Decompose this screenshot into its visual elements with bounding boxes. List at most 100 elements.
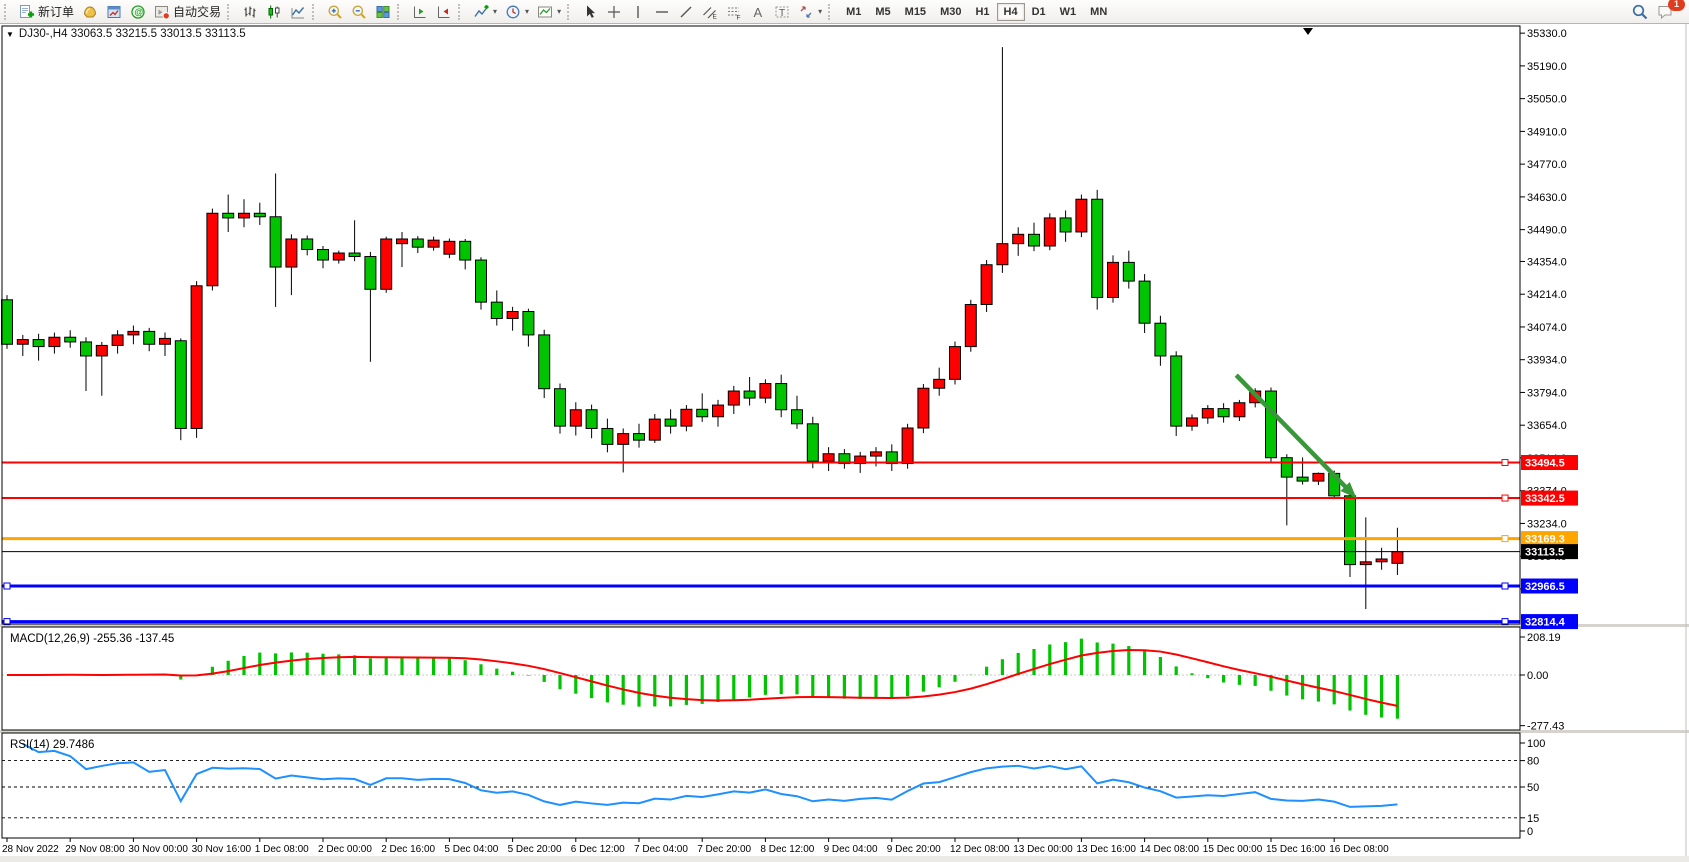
line-handle[interactable] bbox=[1501, 535, 1509, 543]
candle-bear bbox=[301, 238, 314, 251]
candle-bull bbox=[680, 408, 693, 427]
timeframe-h4[interactable]: H4 bbox=[996, 2, 1025, 21]
zoom-out-button[interactable] bbox=[347, 2, 371, 22]
price-tag-label: 32966.5 bbox=[1525, 581, 1565, 593]
timeframe-m5[interactable]: M5 bbox=[868, 3, 897, 21]
templates-icon bbox=[537, 4, 553, 20]
macd-scale-label: 0.00 bbox=[1527, 670, 1548, 682]
trend-arrow-head[interactable] bbox=[1340, 481, 1357, 498]
candle-bear bbox=[1280, 457, 1293, 478]
time-tick-label: 7 Dec 04:00 bbox=[634, 844, 688, 855]
toolbar-grip[interactable] bbox=[458, 3, 465, 20]
toolbar-grip[interactable] bbox=[227, 3, 234, 20]
pane-separator[interactable] bbox=[0, 624, 1689, 627]
candlestick-chart-button[interactable] bbox=[262, 2, 286, 22]
trend-arrow[interactable] bbox=[1234, 373, 1350, 491]
candlestick-chart-icon bbox=[266, 4, 282, 20]
toolbar-grip[interactable] bbox=[312, 3, 319, 20]
time-tick-label: 2 Dec 16:00 bbox=[381, 844, 435, 855]
line-handle[interactable] bbox=[1501, 459, 1509, 466]
periods-button[interactable]: ▾ bbox=[501, 2, 533, 22]
candle-bull bbox=[48, 336, 61, 348]
chart-shift-marker[interactable] bbox=[1303, 28, 1313, 35]
autotrading-button[interactable]: 自动交易 bbox=[150, 2, 225, 22]
horizontal-line-button[interactable] bbox=[650, 2, 674, 22]
chart-window-icon bbox=[106, 4, 122, 20]
time-tick-label: 7 Dec 20:00 bbox=[697, 844, 751, 855]
line-handle[interactable] bbox=[1501, 618, 1509, 626]
toolbar-grip[interactable] bbox=[4, 3, 11, 20]
timeframe-m1[interactable]: M1 bbox=[839, 3, 868, 21]
search-button[interactable] bbox=[1627, 2, 1653, 22]
candle-bull bbox=[1186, 417, 1198, 427]
vertical-line-button[interactable] bbox=[626, 2, 650, 22]
macd-scale-label: -277.43 bbox=[1527, 721, 1564, 733]
timeframe-w1[interactable]: W1 bbox=[1053, 3, 1084, 21]
text-button[interactable]: A bbox=[746, 2, 770, 22]
community-button[interactable]: @ bbox=[126, 2, 150, 22]
toolbar-grip[interactable] bbox=[397, 3, 404, 20]
text-label-button[interactable]: T bbox=[770, 2, 794, 22]
candle-bear bbox=[1059, 217, 1072, 233]
dropdown-caret: ▾ bbox=[525, 7, 530, 16]
trendline-button[interactable] bbox=[674, 2, 698, 22]
pane-separator[interactable] bbox=[0, 730, 1689, 733]
line-chart-button[interactable] bbox=[286, 2, 310, 22]
chart-background bbox=[0, 24, 1689, 862]
new-order-button[interactable]: 新订单 bbox=[15, 2, 78, 22]
candle-bull bbox=[712, 404, 724, 418]
candle-bull bbox=[964, 303, 977, 348]
time-tick-label: 29 Nov 08:00 bbox=[65, 844, 125, 855]
candle-bear bbox=[1154, 322, 1167, 357]
chart-symbol-dropdown-icon[interactable]: ▼ bbox=[6, 29, 14, 39]
candle-bear bbox=[143, 330, 156, 345]
timeframe-m15[interactable]: M15 bbox=[898, 3, 933, 21]
templates-button[interactable]: ▾ bbox=[533, 2, 565, 22]
profiles-button[interactable] bbox=[78, 2, 102, 22]
line-handle[interactable] bbox=[3, 618, 11, 626]
tile-windows-button[interactable] bbox=[371, 2, 395, 22]
candle-bull bbox=[206, 212, 219, 287]
time-tick-label: 30 Nov 16:00 bbox=[192, 844, 252, 855]
arrows-button[interactable]: ▾ bbox=[794, 2, 826, 22]
bar-chart-button[interactable] bbox=[238, 2, 262, 22]
dropdown-caret: ▾ bbox=[493, 7, 498, 16]
timeframe-d1[interactable]: D1 bbox=[1025, 3, 1053, 21]
candle-bear bbox=[1265, 390, 1277, 459]
dropdown-caret: ▾ bbox=[818, 7, 823, 16]
time-tick-label: 6 Dec 12:00 bbox=[571, 844, 625, 855]
line-handle[interactable] bbox=[1501, 494, 1509, 502]
candle-bull bbox=[901, 427, 914, 465]
candle-bear bbox=[791, 409, 803, 425]
candle-bear bbox=[222, 212, 235, 219]
notification-badge[interactable]: 1 bbox=[1668, 0, 1685, 11]
candle-bull bbox=[569, 409, 582, 427]
toolbar-grip[interactable] bbox=[567, 3, 574, 20]
toolbar-grip[interactable] bbox=[828, 3, 835, 20]
candle-bull bbox=[95, 344, 108, 357]
candle-bull bbox=[917, 387, 930, 429]
cursor-button[interactable] bbox=[578, 2, 602, 22]
crosshair-button[interactable] bbox=[602, 2, 626, 22]
price-tag bbox=[1521, 544, 1578, 560]
time-tick-label: 9 Dec 04:00 bbox=[824, 844, 878, 855]
equidistant-channel-button[interactable]: E bbox=[698, 2, 722, 22]
indicators-button[interactable]: ▾ bbox=[469, 2, 501, 22]
candle-bull bbox=[1391, 551, 1404, 564]
auto-scroll-button[interactable] bbox=[432, 2, 456, 22]
fibonacci-button[interactable]: F bbox=[722, 2, 746, 22]
timeframe-m30[interactable]: M30 bbox=[933, 3, 968, 21]
chart-shift-button[interactable] bbox=[408, 2, 432, 22]
line-handle[interactable] bbox=[3, 582, 11, 590]
rsi-scale-label: 0 bbox=[1527, 826, 1533, 838]
candle-bear bbox=[554, 388, 566, 427]
chart-window-button[interactable] bbox=[102, 2, 126, 22]
rsi-pane-frame bbox=[1, 732, 1521, 839]
timeframe-mn[interactable]: MN bbox=[1083, 3, 1114, 21]
line-handle[interactable] bbox=[1501, 582, 1509, 590]
candle-bear bbox=[775, 383, 788, 411]
profiles-icon bbox=[82, 4, 98, 20]
zoom-in-button[interactable] bbox=[323, 2, 347, 22]
timeframe-h1[interactable]: H1 bbox=[968, 3, 996, 21]
